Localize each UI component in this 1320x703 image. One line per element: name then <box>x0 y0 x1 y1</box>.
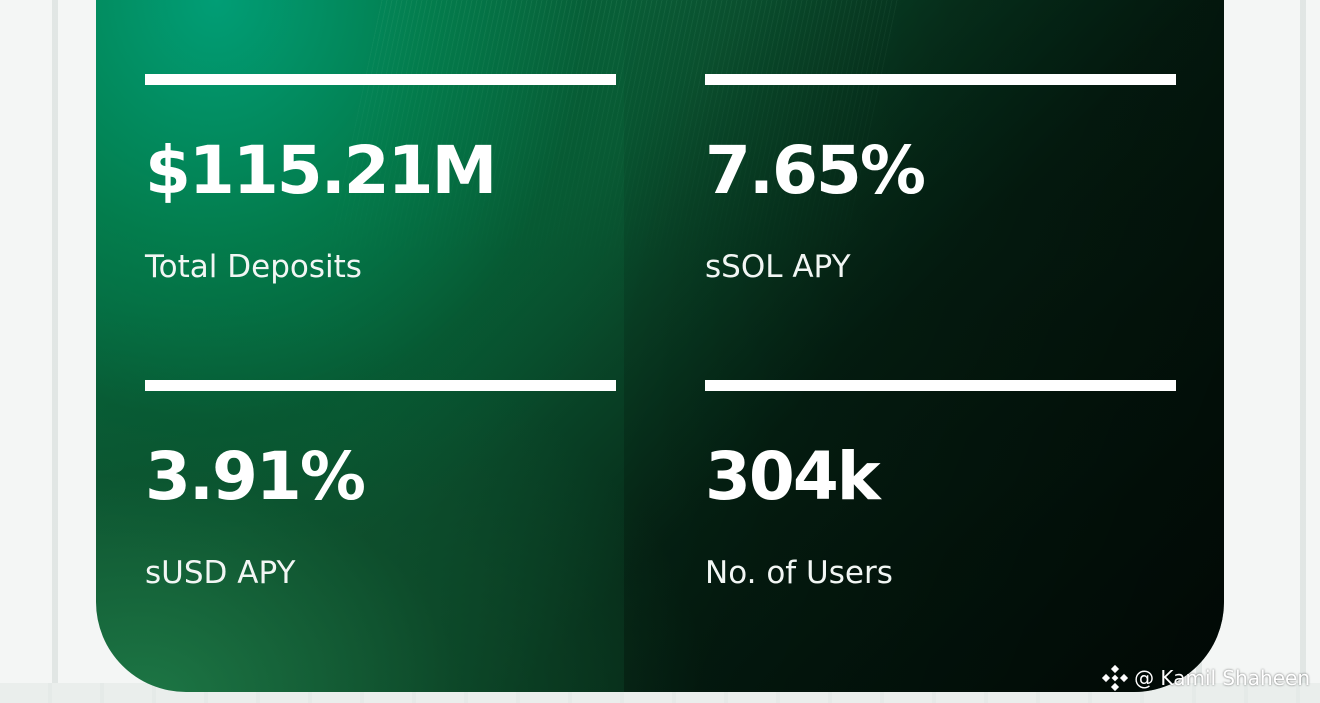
stat-divider <box>145 74 616 85</box>
author-watermark: @ Kamil Shaheen <box>1102 665 1310 691</box>
stat-label: sSOL APY <box>705 249 851 285</box>
stat-label: Total Deposits <box>145 249 362 285</box>
stat-number-of-users: 304k No. of Users <box>705 380 1176 589</box>
stat-total-deposits: $115.21M Total Deposits <box>145 74 616 283</box>
stat-value: 7.65% <box>705 132 926 209</box>
stat-label: No. of Users <box>705 555 893 591</box>
stat-divider <box>705 74 1176 85</box>
stat-divider <box>705 380 1176 391</box>
stat-value: $115.21M <box>145 132 497 209</box>
stat-susd-apy: 3.91% sUSD APY <box>145 380 616 589</box>
stat-value: 3.91% <box>145 438 366 515</box>
watermark-handle: @ Kamil Shaheen <box>1134 666 1310 690</box>
stat-divider <box>145 380 616 391</box>
stat-ssol-apy: 7.65% sSOL APY <box>705 74 1176 283</box>
stats-card <box>96 0 1224 692</box>
stat-value: 304k <box>705 438 881 515</box>
stat-label: sUSD APY <box>145 555 296 591</box>
binance-logo-icon <box>1102 665 1129 691</box>
